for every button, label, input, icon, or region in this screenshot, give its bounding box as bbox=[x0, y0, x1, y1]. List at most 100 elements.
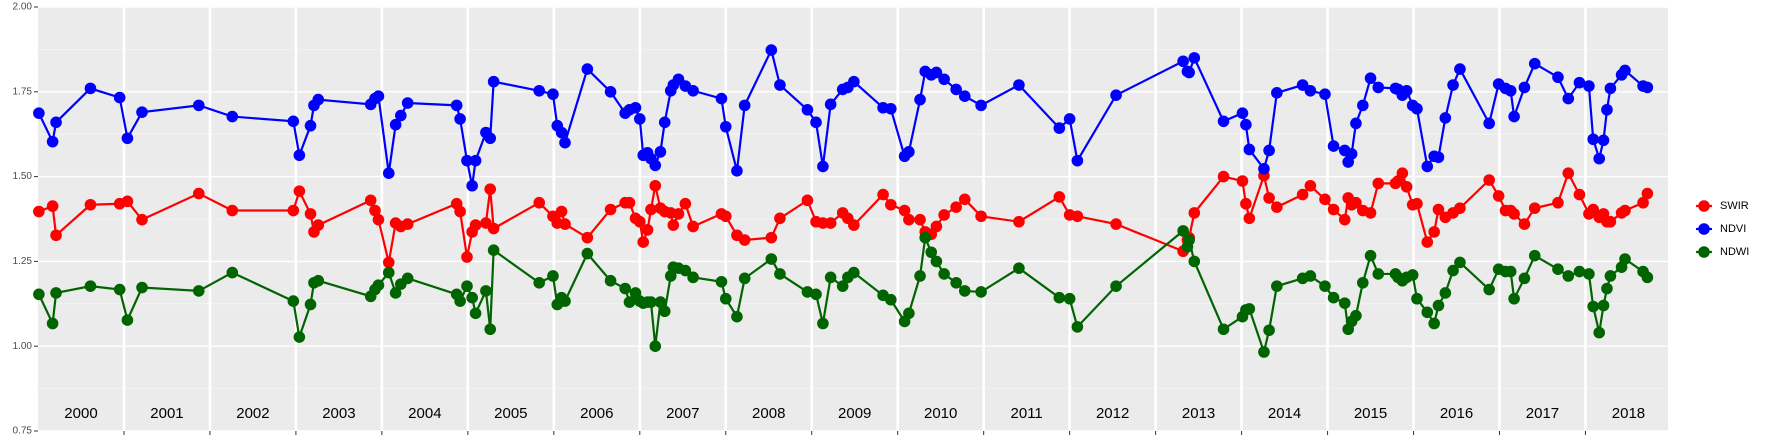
point bbox=[1319, 193, 1331, 206]
point bbox=[484, 323, 497, 336]
point bbox=[1188, 52, 1201, 64]
legend-marker bbox=[1698, 223, 1710, 235]
point bbox=[930, 66, 943, 79]
point bbox=[719, 120, 732, 133]
point bbox=[1319, 280, 1331, 292]
point bbox=[1637, 196, 1649, 209]
point bbox=[1177, 225, 1189, 237]
point bbox=[1364, 207, 1377, 219]
year-label: 2015 bbox=[1354, 405, 1387, 422]
point bbox=[765, 231, 778, 244]
point bbox=[469, 154, 482, 167]
point bbox=[1372, 81, 1385, 94]
point bbox=[1432, 151, 1445, 164]
point bbox=[731, 165, 743, 177]
point bbox=[1188, 207, 1201, 219]
point bbox=[679, 197, 692, 210]
point bbox=[667, 219, 680, 231]
point bbox=[687, 271, 699, 284]
point bbox=[1263, 324, 1275, 337]
point bbox=[1271, 201, 1283, 213]
point bbox=[679, 264, 692, 277]
point bbox=[533, 84, 546, 97]
year-label: 2016 bbox=[1440, 405, 1473, 422]
point bbox=[1350, 309, 1362, 322]
point bbox=[121, 132, 134, 145]
point bbox=[1483, 117, 1495, 130]
point bbox=[1641, 81, 1654, 94]
point bbox=[1263, 144, 1275, 157]
point bbox=[1071, 210, 1084, 223]
point bbox=[1263, 192, 1275, 204]
point bbox=[1504, 84, 1517, 97]
point bbox=[121, 195, 134, 208]
point bbox=[731, 310, 743, 323]
year-label: 2005 bbox=[494, 405, 527, 422]
point bbox=[401, 272, 414, 285]
point bbox=[1601, 282, 1613, 295]
point bbox=[450, 99, 463, 112]
point bbox=[192, 99, 205, 112]
point bbox=[715, 92, 728, 105]
point bbox=[1243, 143, 1256, 156]
point bbox=[633, 215, 646, 228]
point bbox=[1583, 268, 1595, 280]
point bbox=[1296, 188, 1309, 201]
point bbox=[1217, 323, 1230, 336]
y-tick-label: 2.00 bbox=[13, 2, 33, 13]
point bbox=[1013, 79, 1025, 91]
point bbox=[1240, 118, 1252, 131]
point bbox=[1619, 253, 1631, 265]
point bbox=[533, 276, 546, 289]
point bbox=[738, 99, 751, 112]
point bbox=[555, 126, 568, 139]
point bbox=[1587, 300, 1600, 313]
point bbox=[1641, 271, 1654, 284]
point bbox=[121, 314, 134, 326]
point bbox=[304, 119, 317, 132]
point bbox=[1319, 88, 1331, 100]
point bbox=[1243, 303, 1256, 315]
y-tick-label: 1.75 bbox=[13, 86, 33, 97]
point bbox=[1357, 276, 1369, 289]
year-label: 2008 bbox=[752, 405, 785, 422]
point bbox=[1604, 270, 1617, 282]
legend-label: NDWI bbox=[1720, 246, 1749, 258]
point bbox=[1183, 66, 1195, 79]
point bbox=[312, 93, 325, 106]
point bbox=[950, 276, 962, 289]
point bbox=[1364, 249, 1377, 262]
point bbox=[1421, 306, 1434, 319]
point bbox=[555, 205, 568, 218]
point bbox=[1587, 203, 1600, 216]
point bbox=[192, 285, 205, 297]
point bbox=[287, 204, 300, 217]
point bbox=[619, 282, 631, 295]
point bbox=[1071, 154, 1084, 167]
point bbox=[1483, 174, 1495, 186]
point bbox=[113, 91, 126, 104]
year-label: 2006 bbox=[580, 405, 613, 422]
point bbox=[1013, 262, 1025, 274]
point bbox=[1236, 107, 1249, 119]
point bbox=[1619, 64, 1631, 77]
point bbox=[817, 317, 829, 330]
y-tick-label: 0.75 bbox=[13, 426, 33, 437]
point bbox=[312, 219, 325, 231]
point bbox=[919, 231, 932, 244]
point bbox=[1357, 99, 1369, 112]
point bbox=[903, 213, 915, 226]
point bbox=[1421, 160, 1434, 173]
legend-marker bbox=[1698, 246, 1710, 258]
point bbox=[1338, 297, 1351, 309]
point bbox=[287, 115, 300, 128]
point bbox=[304, 208, 317, 220]
point bbox=[487, 75, 500, 88]
point bbox=[461, 154, 473, 167]
point bbox=[1338, 213, 1351, 226]
point bbox=[1217, 170, 1230, 183]
point bbox=[1350, 117, 1362, 130]
point bbox=[382, 256, 395, 269]
point bbox=[765, 253, 778, 265]
point bbox=[559, 295, 571, 307]
